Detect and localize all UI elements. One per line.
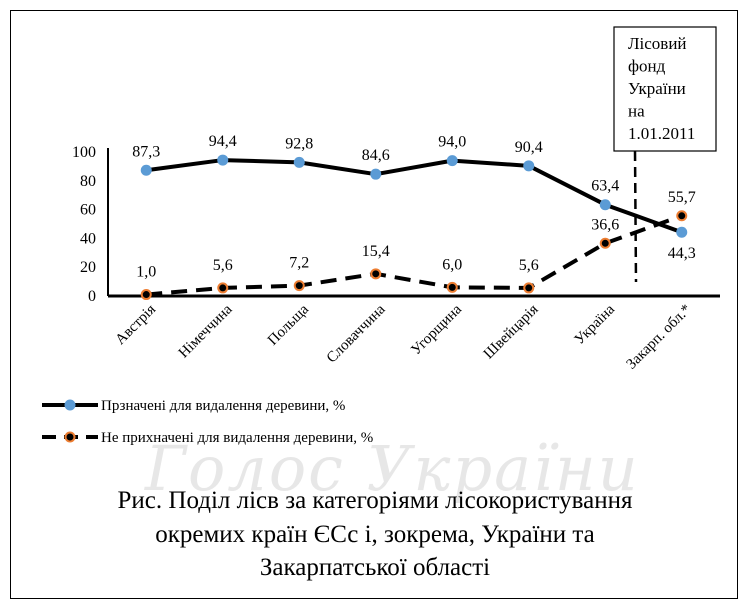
data-label: 84,6 — [362, 147, 390, 164]
legend-marker — [64, 399, 76, 411]
data-point — [370, 168, 382, 180]
data-label: 92,8 — [285, 135, 313, 152]
caption-line-1: Рис. Поділ лісв за категоріями лісокорис… — [117, 487, 633, 514]
legend-label: Прзначені для видалення деревини, % — [101, 398, 345, 414]
data-point — [676, 210, 688, 222]
x-axis-labels: Австрія Німеччина Польща Словаччина Угорщина… — [113, 301, 695, 372]
annotation-text-line: Лісовий — [628, 34, 687, 53]
caption-line-3: Закарпатської області — [259, 554, 491, 581]
data-label: 36,6 — [591, 216, 619, 233]
data-point — [599, 237, 611, 249]
legend-label: Не прихначені для видалення деревини, % — [101, 430, 373, 446]
annotation-text-line: на — [628, 102, 645, 121]
watermark: Голос України — [145, 432, 640, 505]
data-point — [140, 289, 152, 301]
series: 87,3 94,4 92,8 84,6 94,0 90,4 63,4 44,3 1,0 5,6 7,… — [132, 133, 696, 301]
data-point — [446, 281, 458, 293]
figure-frame — [10, 10, 738, 599]
x-tick-label: Україна — [572, 301, 619, 348]
y-tick-label: 60 — [80, 202, 96, 219]
data-label: 1,0 — [136, 264, 156, 281]
series-2: 1,0 5,6 7,2 15,4 6,0 5,6 36,6 55,7 — [136, 189, 696, 301]
data-label: 94,0 — [438, 134, 466, 151]
data-label: 5,6 — [213, 257, 233, 274]
data-point — [676, 226, 688, 238]
data-point — [140, 164, 152, 176]
x-tick-label: Швейцарія — [481, 301, 542, 362]
caption-line-2: окремих країн ЄСс і, зокрема, України та — [155, 521, 595, 548]
data-label: 87,3 — [132, 143, 160, 160]
annotation: Лісовий фонд України на 1.01.2011 — [613, 26, 717, 283]
data-label: 94,4 — [209, 133, 237, 150]
x-tick-label: Німеччина — [176, 301, 236, 361]
y-tick-label: 40 — [80, 230, 96, 247]
y-tick-label: 0 — [88, 288, 96, 305]
legend: Прзначені для видалення деревини, % Не пр… — [42, 398, 373, 446]
x-tick-label: Польща — [265, 301, 312, 348]
x-tick-label: Угорщина — [408, 301, 465, 358]
x-tick-label: Закарп. обл.* — [624, 302, 695, 373]
series-line — [145, 158, 683, 235]
y-axis-ticks: 0 20 40 60 80 100 — [72, 144, 96, 305]
data-label: 44,3 — [668, 245, 696, 262]
data-point — [370, 268, 382, 280]
y-tick-label: 100 — [72, 144, 96, 161]
series-1: 87,3 94,4 92,8 84,6 94,0 90,4 63,4 44,3 — [132, 133, 696, 262]
annotation-text-line: фонд — [628, 57, 666, 76]
data-point — [293, 280, 305, 292]
data-label: 63,4 — [591, 178, 619, 195]
annotation-text-line: 1.01.2011 — [628, 124, 695, 143]
data-label: 6,0 — [442, 256, 462, 273]
data-label: 5,6 — [519, 257, 539, 274]
data-label: 7,2 — [289, 255, 309, 272]
data-label: 90,4 — [515, 139, 543, 156]
data-point — [217, 282, 229, 294]
data-point — [523, 160, 535, 172]
series-line — [146, 213, 683, 297]
data-point — [446, 155, 458, 167]
legend-marker — [64, 431, 76, 443]
y-tick-label: 20 — [80, 259, 96, 276]
data-point — [293, 156, 305, 168]
annotation-box — [613, 26, 717, 152]
x-tick-label: Словаччина — [324, 301, 389, 366]
data-label: 55,7 — [668, 189, 696, 206]
data-point — [599, 199, 611, 211]
x-tick-label: Австрія — [113, 301, 160, 348]
data-point — [523, 282, 535, 294]
data-point — [217, 154, 229, 166]
data-label: 15,4 — [362, 243, 390, 260]
annotation-text-line: України — [628, 79, 686, 98]
y-tick-label: 80 — [80, 173, 96, 190]
